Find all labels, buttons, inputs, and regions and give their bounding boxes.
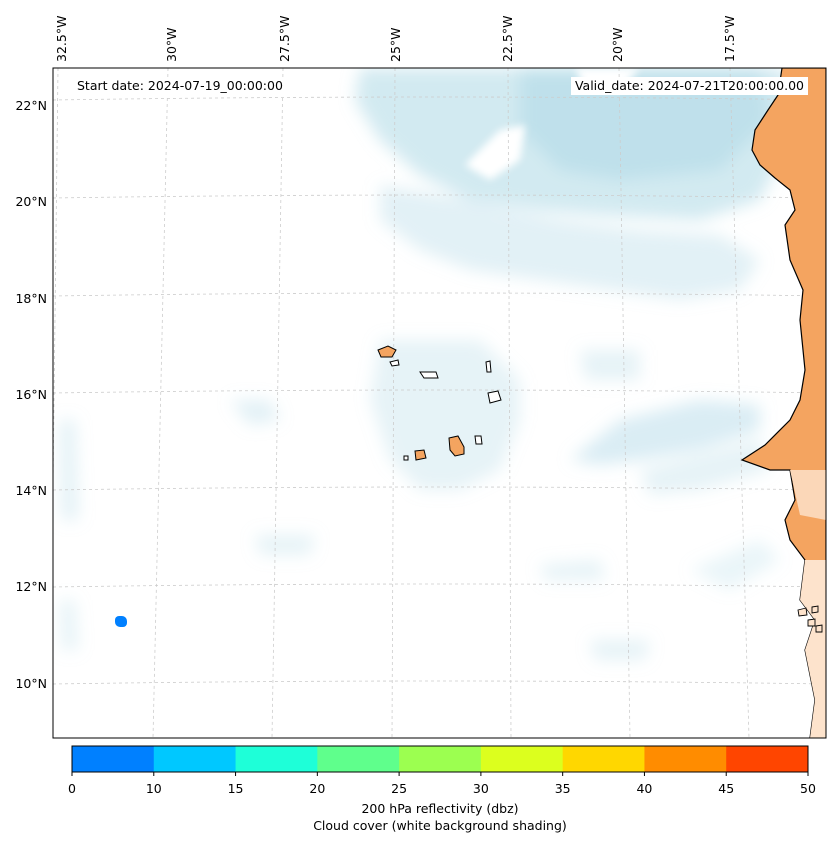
lat-label-22n: 22°N	[15, 98, 47, 113]
colorbar-tick-label-10: 10	[145, 781, 162, 796]
island-brava	[403, 455, 409, 461]
colorbar-frame	[71, 745, 809, 773]
colorbar-tick-label-40: 40	[636, 781, 653, 796]
colorbar-sublabel: Cloud cover (white background shading)	[313, 818, 567, 833]
lon-label-17-5w: 17.5°W	[722, 15, 737, 62]
colorbar-segment-0	[72, 746, 155, 772]
lat-label-10n: 10°N	[15, 676, 47, 691]
map-frame	[52, 67, 827, 739]
lat-label-16n: 16°N	[15, 387, 47, 402]
lon-label-27-5w: 27.5°W	[277, 15, 292, 62]
start-date-label: Start date: 2024-07-19_00:00:00	[73, 77, 287, 95]
lat-label-12n: 12°N	[15, 579, 47, 594]
colorbar-tick-label-35: 35	[554, 781, 571, 796]
island-maio	[474, 435, 483, 445]
valid-date-label: Valid_date: 2024-07-21T20:00:00.00	[570, 77, 808, 95]
colorbar-segment-6	[562, 746, 645, 772]
colorbar-tick-label-50: 50	[800, 781, 816, 796]
colorbar-segment-8	[726, 746, 809, 772]
reflectivity-echo	[114, 615, 127, 627]
island-santiago	[448, 435, 465, 457]
colorbar-segment-5	[480, 746, 564, 772]
colorbar-tick-label-45: 45	[718, 781, 735, 796]
colorbar-label: 200 hPa reflectivity (dbz)	[361, 801, 519, 816]
colorbar-segment-1	[153, 746, 237, 772]
africa-landmass	[740, 68, 826, 738]
colorbar	[72, 746, 809, 772]
colorbar-segment-3	[317, 746, 400, 772]
bijagos-islands	[797, 605, 823, 633]
island-sal	[485, 360, 492, 373]
lon-label-32-5w: 32.5°W	[54, 15, 69, 62]
lat-label-14n: 14°N	[15, 483, 47, 498]
colorbar-tick-label-0: 0	[68, 781, 76, 796]
colorbar-tick-label-25: 25	[391, 781, 408, 796]
cape-verde-islands	[377, 345, 502, 461]
lon-label-30w: 30°W	[164, 27, 179, 62]
colorbar-tick-label-15: 15	[227, 781, 244, 796]
lon-label-25w: 25°W	[388, 27, 403, 62]
colorbar-segment-4	[399, 746, 482, 772]
graticule	[53, 68, 826, 738]
colorbar-segment-7	[644, 746, 727, 772]
island-sao-vicente	[389, 359, 400, 367]
colorbar-tick-marks	[71, 772, 809, 776]
lon-label-20w: 20°W	[610, 27, 625, 62]
lat-label-20n: 20°N	[15, 194, 47, 209]
island-boa-vista	[487, 390, 502, 404]
island-sao-nicolau	[419, 371, 439, 379]
cloud-cover-shading	[60, 68, 800, 660]
island-fogo	[414, 449, 427, 461]
lat-label-18n: 18°N	[15, 291, 47, 306]
lon-label-22-5w: 22.5°W	[500, 15, 515, 62]
colorbar-tick-label-30: 30	[472, 781, 489, 796]
colorbar-segment-2	[235, 746, 318, 772]
colorbar-tick-label-20: 20	[309, 781, 326, 796]
island-santo-antao	[377, 345, 397, 358]
